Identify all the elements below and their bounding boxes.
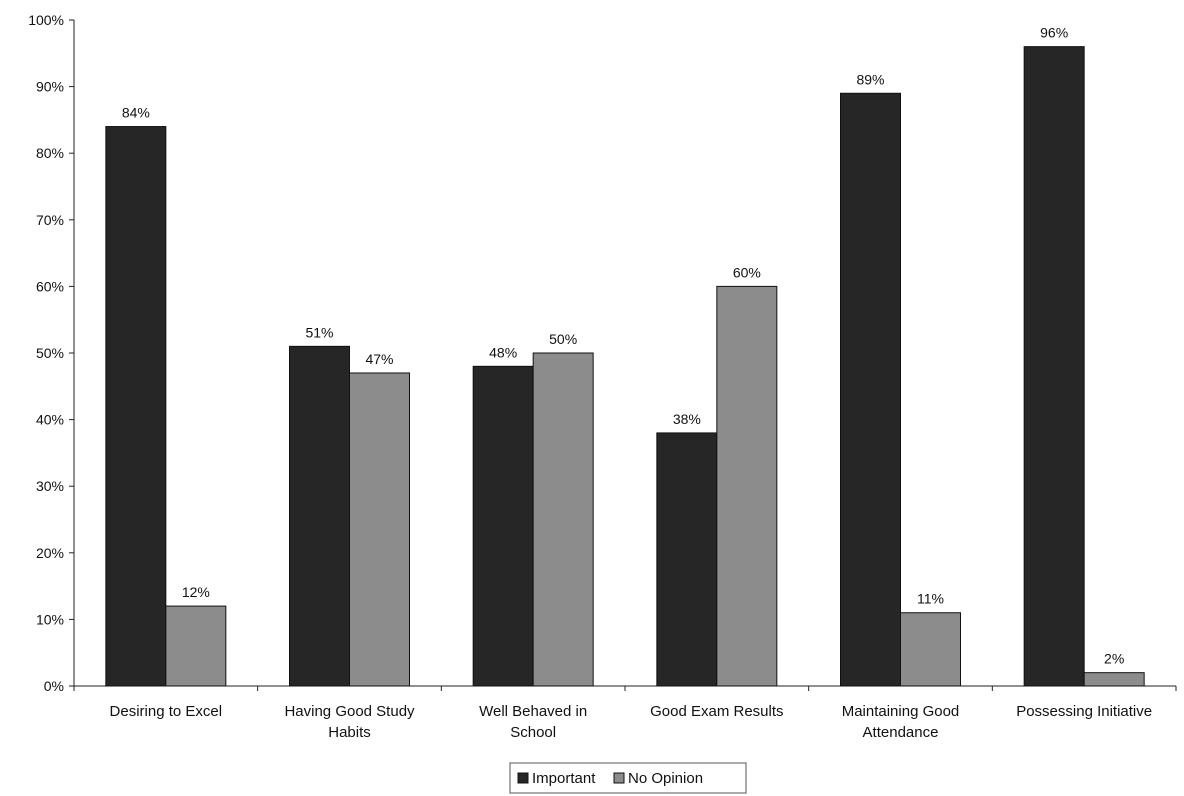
data-label: 51% — [305, 324, 333, 340]
data-label: 60% — [733, 264, 761, 280]
data-labels: 84% 12% 51% 47% 48% 50% 38% 60% 89% 11% 96% 2% — [122, 25, 1124, 667]
bar-no-opinion — [349, 372, 410, 687]
data-label: 96% — [1040, 25, 1068, 41]
legend: Important No Opinion — [509, 762, 747, 794]
bars — [105, 46, 1145, 687]
bar-no-opinion — [716, 285, 778, 687]
bar-no-opinion — [1083, 672, 1145, 687]
x-category-label: Possessing Initiative — [1016, 703, 1152, 720]
bar-important — [656, 432, 718, 687]
data-label: 12% — [182, 584, 210, 600]
bar-no-opinion — [532, 352, 594, 687]
y-tick-label: 60% — [36, 278, 64, 294]
x-category-label: Desiring to Excel — [110, 703, 223, 720]
legend-swatch — [613, 772, 625, 784]
bar-no-opinion — [900, 612, 961, 687]
y-tick-label: 70% — [36, 212, 64, 228]
data-label: 47% — [365, 351, 393, 367]
bar-important — [289, 345, 350, 687]
y-tick-label: 40% — [36, 412, 64, 428]
data-label: 11% — [917, 591, 944, 607]
x-axis-categories: Desiring to Excel Having Good Study Habits… — [110, 703, 1153, 741]
data-label: 89% — [856, 71, 884, 87]
bar-important — [840, 92, 901, 687]
legend-label: No Opinion — [628, 770, 703, 787]
data-label: 38% — [673, 411, 701, 427]
bar-no-opinion — [165, 605, 227, 687]
data-label: 84% — [122, 105, 150, 121]
legend-label: Important — [532, 770, 596, 787]
y-tick-label: 100% — [28, 12, 64, 28]
data-label: 48% — [489, 344, 517, 360]
y-tick-label: 30% — [36, 478, 64, 494]
legend-box — [509, 762, 747, 794]
y-tick-label: 80% — [36, 145, 64, 161]
y-tick-label: 50% — [36, 345, 64, 361]
bar-important — [105, 126, 167, 687]
data-label: 2% — [1104, 651, 1124, 667]
x-category-label: Well Behaved in School — [479, 703, 587, 741]
x-category-label: Having Good Study Habits — [284, 703, 415, 741]
y-tick-label: 90% — [36, 79, 64, 95]
bar-important — [1023, 46, 1085, 687]
x-category-label: Maintaining Good Attendance — [842, 703, 960, 741]
y-tick-label: 10% — [36, 611, 64, 627]
y-tick-label: 20% — [36, 545, 64, 561]
bar-important — [472, 365, 534, 687]
data-label: 50% — [549, 331, 577, 347]
legend-swatch — [517, 772, 529, 784]
axes — [73, 20, 1177, 691]
y-tick-label: 0% — [44, 678, 64, 694]
x-category-label: Good Exam Results — [650, 703, 783, 720]
y-axis-ticks: 0% 10% 20% 30% 40% 50% 60% 70% 80% 90% 100% — [28, 12, 74, 694]
